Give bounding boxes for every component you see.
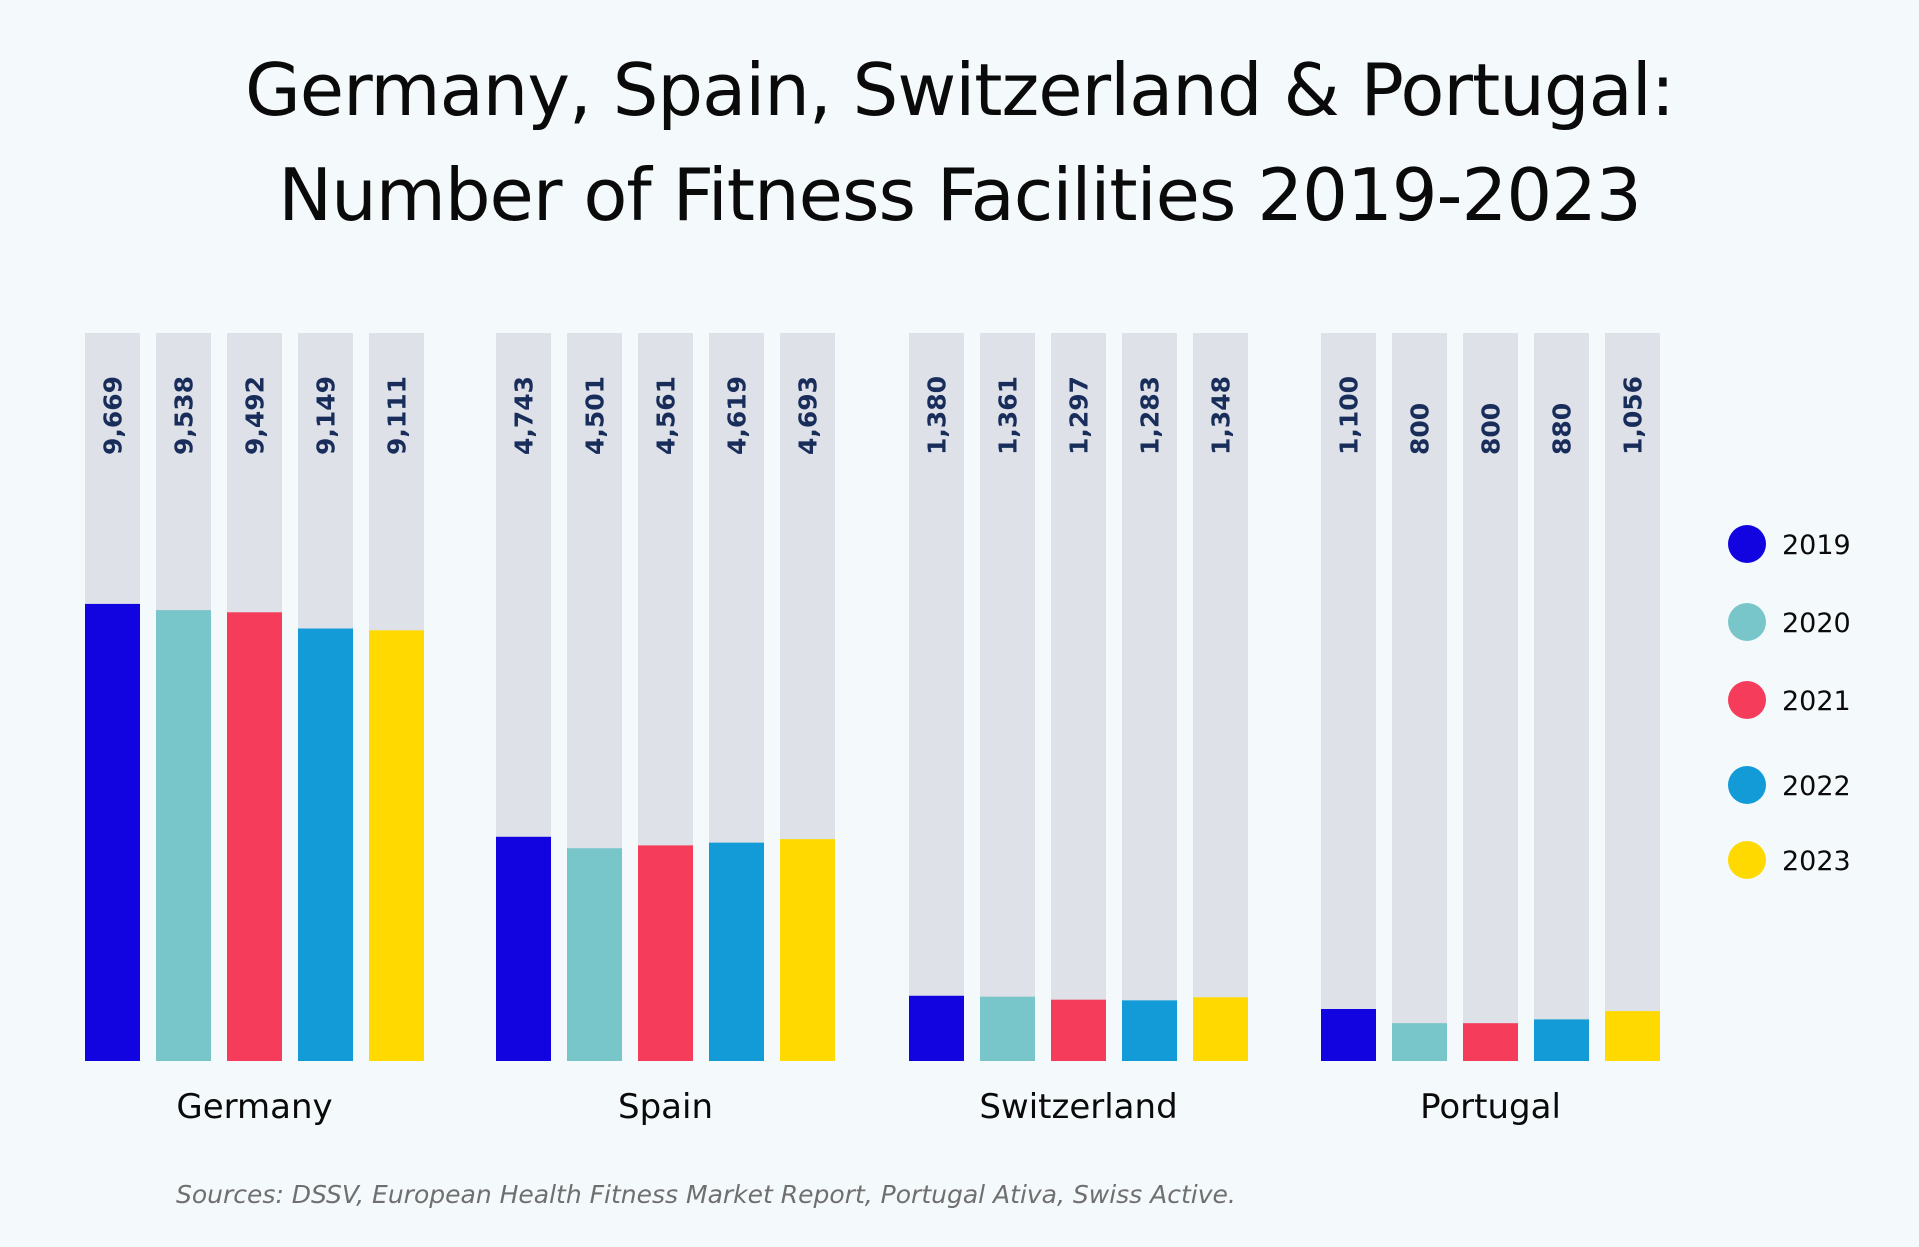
value-label-germany-2023: 9,111 — [383, 376, 412, 455]
legend-label-2023: 2023 — [1782, 846, 1851, 877]
bar-spain-2022 — [709, 842, 764, 1061]
bar-germany-2020 — [156, 610, 211, 1061]
value-label-germany-2022: 9,149 — [312, 376, 341, 455]
legend-label-2021: 2021 — [1782, 686, 1851, 717]
bar-switzerland-2023 — [1193, 997, 1248, 1061]
value-label-switzerland-2019: 1,380 — [923, 376, 952, 455]
value-label-switzerland-2021: 1,297 — [1065, 376, 1094, 455]
bar-germany-2019 — [85, 603, 140, 1061]
category-label-spain: Spain — [618, 1087, 713, 1127]
bar-germany-2022 — [298, 628, 353, 1061]
bar-track-portugal-2021 — [1463, 333, 1518, 1061]
bar-track-switzerland-2021 — [1051, 333, 1106, 1061]
value-label-switzerland-2023: 1,348 — [1207, 376, 1236, 455]
bar-spain-2021 — [638, 845, 693, 1061]
bar-spain-2023 — [780, 839, 835, 1061]
bar-track-switzerland-2019 — [909, 333, 964, 1061]
bar-germany-2023 — [369, 630, 424, 1061]
value-label-portugal-2021: 800 — [1477, 403, 1506, 455]
value-label-portugal-2020: 800 — [1406, 403, 1435, 455]
bar-track-portugal-2023 — [1605, 333, 1660, 1061]
bar-portugal-2021 — [1463, 1023, 1518, 1061]
bar-portugal-2019 — [1321, 1009, 1376, 1061]
value-label-spain-2020: 4,501 — [581, 376, 610, 455]
value-label-spain-2022: 4,619 — [723, 376, 752, 455]
bar-track-portugal-2019 — [1321, 333, 1376, 1061]
bar-switzerland-2021 — [1051, 999, 1106, 1061]
legend-marker-2022 — [1728, 766, 1766, 804]
category-label-germany: Germany — [176, 1087, 332, 1127]
value-label-portugal-2022: 880 — [1548, 403, 1577, 455]
value-label-portugal-2023: 1,056 — [1619, 376, 1648, 455]
bar-spain-2020 — [567, 848, 622, 1061]
legend-label-2020: 2020 — [1782, 608, 1851, 639]
chart-subtitle: Number of Fitness Facilities 2019-2023 — [278, 153, 1642, 237]
bar-switzerland-2019 — [909, 995, 964, 1061]
value-label-portugal-2019: 1,100 — [1335, 376, 1364, 455]
value-label-spain-2023: 4,693 — [794, 376, 823, 455]
legend-marker-2019 — [1728, 525, 1766, 563]
bar-track-switzerland-2023 — [1193, 333, 1248, 1061]
bar-track-portugal-2020 — [1392, 333, 1447, 1061]
legend-label-2022: 2022 — [1782, 771, 1851, 802]
value-label-germany-2019: 9,669 — [99, 376, 128, 455]
bar-switzerland-2022 — [1122, 1000, 1177, 1061]
value-label-spain-2021: 4,561 — [652, 376, 681, 455]
value-label-spain-2019: 4,743 — [510, 376, 539, 455]
legend-marker-2021 — [1728, 681, 1766, 719]
category-label-portugal: Portugal — [1420, 1087, 1561, 1127]
legend-label-2019: 2019 — [1782, 530, 1851, 561]
value-label-switzerland-2020: 1,361 — [994, 376, 1023, 455]
source-note: Sources: DSSV, European Health Fitness M… — [176, 1180, 1236, 1209]
category-label-switzerland: Switzerland — [979, 1087, 1177, 1127]
bar-portugal-2023 — [1605, 1011, 1660, 1061]
bar-track-switzerland-2020 — [980, 333, 1035, 1061]
value-label-switzerland-2022: 1,283 — [1136, 376, 1165, 455]
bar-portugal-2020 — [1392, 1023, 1447, 1061]
value-label-germany-2021: 9,492 — [241, 376, 270, 455]
bar-spain-2019 — [496, 836, 551, 1061]
bar-track-portugal-2022 — [1534, 333, 1589, 1061]
bar-track-switzerland-2022 — [1122, 333, 1177, 1061]
chart-title: Germany, Spain, Switzerland & Portugal: — [245, 48, 1675, 132]
bar-germany-2021 — [227, 612, 282, 1061]
value-label-germany-2020: 9,538 — [170, 376, 199, 455]
legend-marker-2023 — [1728, 841, 1766, 879]
legend-marker-2020 — [1728, 603, 1766, 641]
bar-portugal-2022 — [1534, 1019, 1589, 1061]
bar-switzerland-2020 — [980, 996, 1035, 1061]
